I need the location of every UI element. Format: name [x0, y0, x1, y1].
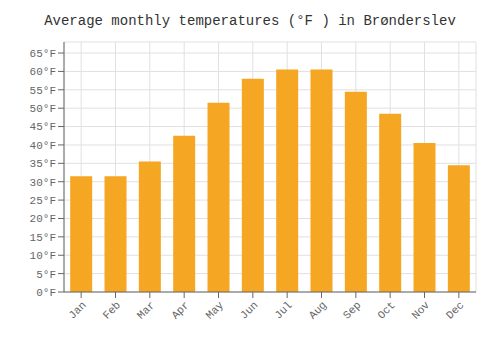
svg-text:Feb: Feb	[101, 299, 123, 321]
svg-text:65°F: 65°F	[30, 48, 56, 60]
svg-text:Aug: Aug	[307, 299, 329, 321]
svg-text:Mar: Mar	[135, 299, 157, 321]
svg-text:30°F: 30°F	[30, 177, 56, 189]
svg-text:45°F: 45°F	[30, 121, 56, 133]
svg-text:15°F: 15°F	[30, 232, 56, 244]
svg-text:5°F: 5°F	[36, 269, 56, 281]
svg-text:May: May	[204, 299, 227, 322]
svg-text:20°F: 20°F	[30, 213, 56, 225]
svg-text:55°F: 55°F	[30, 85, 56, 97]
svg-text:Jun: Jun	[238, 299, 260, 321]
svg-text:50°F: 50°F	[30, 103, 56, 115]
svg-text:Jan: Jan	[66, 299, 88, 321]
svg-text:Oct: Oct	[375, 299, 397, 321]
svg-text:Dec: Dec	[444, 299, 466, 321]
svg-text:40°F: 40°F	[30, 140, 56, 152]
svg-text:25°F: 25°F	[30, 195, 56, 207]
svg-text:35°F: 35°F	[30, 158, 56, 170]
svg-text:Apr: Apr	[169, 299, 191, 321]
svg-text:Nov: Nov	[410, 299, 433, 322]
svg-text:Sep: Sep	[341, 299, 363, 321]
html-text:Average monthly temperatures (: Average monthly temperatures (°F ) in Br…	[44, 13, 456, 29]
svg-text:10°F: 10°F	[30, 250, 56, 262]
svg-text:60°F: 60°F	[30, 66, 56, 78]
svg-text:0°F: 0°F	[36, 287, 56, 299]
svg-text:Jul: Jul	[272, 299, 294, 321]
